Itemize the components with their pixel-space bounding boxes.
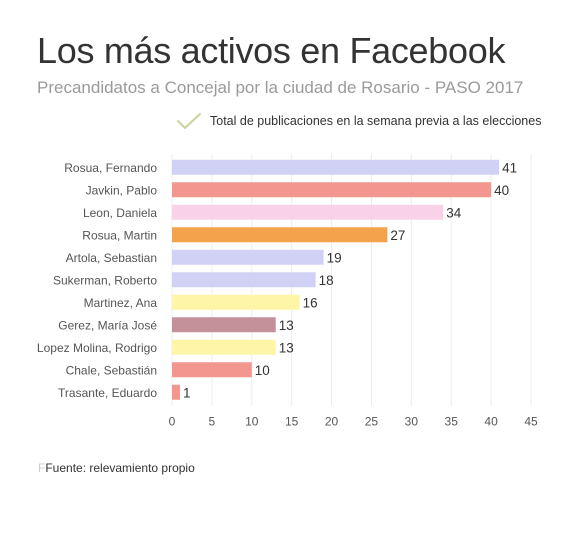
- chart-title: Los más activos en Facebook: [37, 30, 506, 71]
- category-label: Chale, Sebastián: [66, 363, 157, 377]
- x-tick-label: 40: [484, 415, 498, 429]
- value-label: 34: [446, 205, 462, 220]
- category-label: Trasante, Eduardo: [58, 386, 157, 400]
- bar: [172, 272, 316, 288]
- source-text: Fuente: relevamiento propio: [45, 461, 195, 475]
- category-label: Artola, Sebastian: [66, 251, 157, 265]
- x-tick-label: 30: [405, 415, 419, 429]
- bar: [172, 317, 276, 333]
- value-label: 16: [303, 295, 318, 310]
- value-label: 1: [183, 385, 191, 400]
- bar: [172, 159, 500, 175]
- value-label: 18: [319, 273, 334, 288]
- value-label: 13: [279, 318, 294, 333]
- value-label: 13: [279, 340, 294, 355]
- chart-subtitle: Precandidatos a Concejal por la ciudad d…: [37, 78, 524, 97]
- category-label: Martinez, Ana: [84, 296, 158, 310]
- category-label: Sukerman, Roberto: [53, 273, 157, 287]
- bar: [172, 294, 300, 310]
- source-marker: F: [38, 461, 46, 475]
- x-tick-label: 10: [245, 415, 259, 429]
- bar: [172, 227, 388, 243]
- bar: [172, 362, 252, 378]
- category-label: Rosua, Martin: [82, 228, 157, 242]
- legend-label: Total de publicaciones en la semana prev…: [210, 114, 542, 128]
- x-tick-label: 5: [209, 415, 216, 429]
- check-icon: [177, 113, 201, 129]
- bar: [172, 182, 492, 198]
- value-label: 19: [327, 250, 342, 265]
- x-tick-label: 20: [325, 415, 339, 429]
- value-label: 41: [502, 160, 517, 175]
- value-label: 40: [494, 183, 509, 198]
- legend[interactable]: Total de publicaciones en la semana prev…: [176, 112, 541, 130]
- x-tick-label: 45: [524, 415, 538, 429]
- category-label: Javkin, Pablo: [86, 183, 158, 197]
- bar: [172, 339, 276, 355]
- bar: [172, 384, 180, 400]
- category-label: Gerez, María José: [58, 318, 157, 332]
- value-label: 27: [390, 228, 405, 243]
- category-label: Rosua, Fernando: [64, 161, 157, 175]
- category-label: Leon, Daniela: [83, 206, 157, 220]
- source-note: FFuente: relevamiento propio: [38, 461, 195, 475]
- bar: [172, 249, 324, 265]
- x-tick-label: 25: [365, 415, 379, 429]
- x-tick-label: 0: [169, 415, 176, 429]
- bar: [172, 204, 444, 220]
- x-tick-label: 35: [445, 415, 459, 429]
- value-label: 10: [255, 363, 270, 378]
- x-tick-label: 15: [285, 415, 299, 429]
- category-label: Lopez Molina, Rodrigo: [37, 341, 157, 355]
